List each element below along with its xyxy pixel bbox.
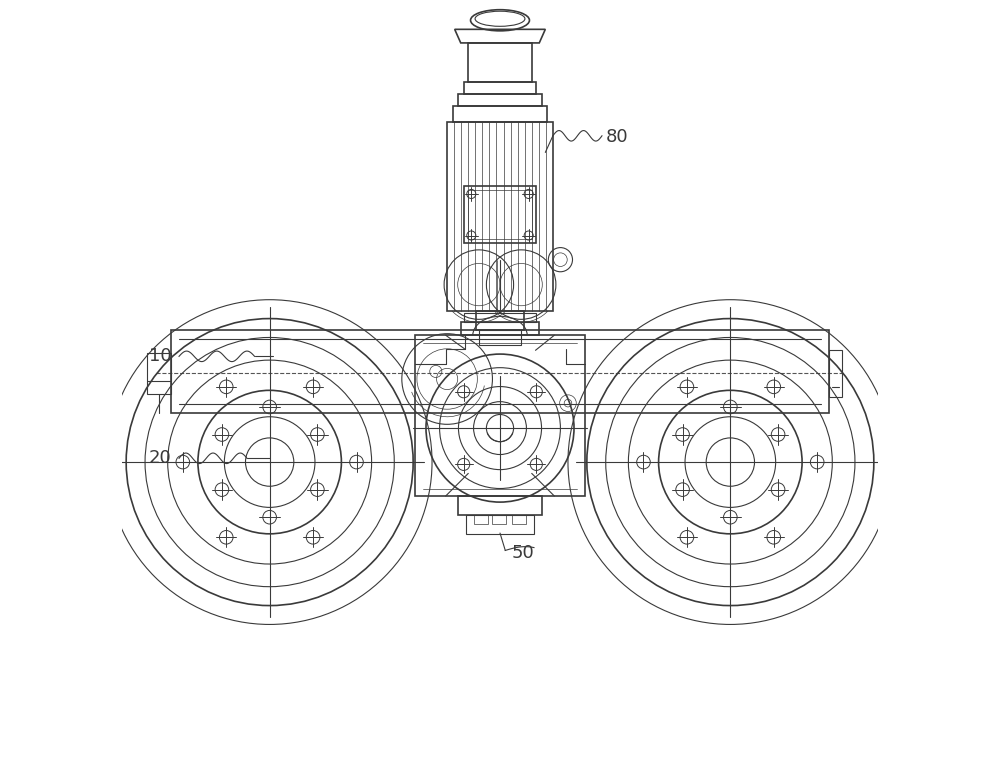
Bar [512,515,526,524]
Bar [461,321,539,335]
Text: 50: 50 [511,543,534,562]
Bar [415,335,585,496]
Bar [453,105,547,122]
Bar [171,330,829,413]
Bar [829,350,842,397]
Bar [464,186,536,243]
Bar [492,515,506,524]
Bar [474,515,488,524]
Bar [458,496,542,515]
Bar [476,311,524,330]
Bar [464,82,536,93]
Text: 10: 10 [149,347,171,365]
Bar [464,312,536,321]
Bar [447,122,553,311]
Bar [458,93,542,105]
Bar [466,515,534,534]
Text: 20: 20 [149,449,171,467]
Text: 80: 80 [606,128,628,146]
Bar [479,330,521,345]
Bar [468,190,532,240]
Bar [147,352,171,394]
Bar [468,43,532,82]
